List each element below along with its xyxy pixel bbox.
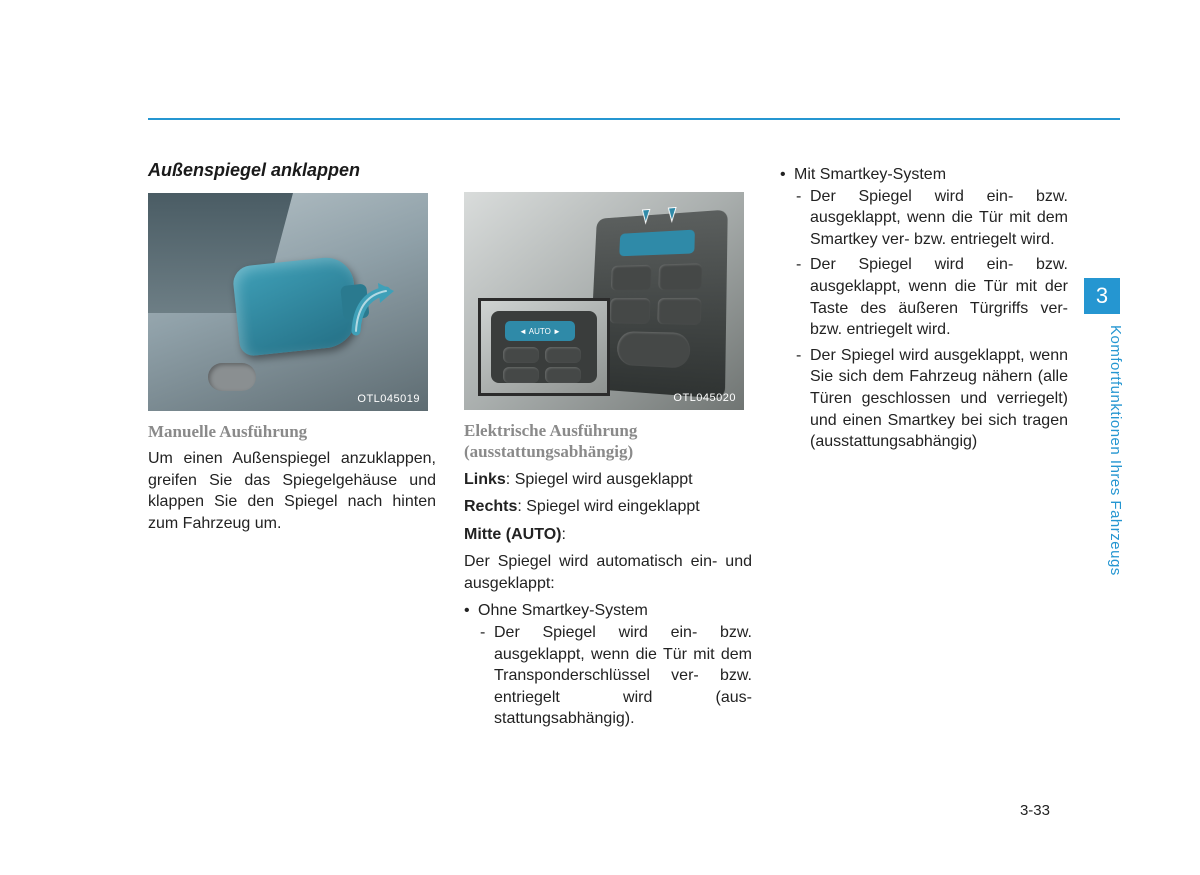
bullet-list: Mit Smartkey-System Der Spiegel wird ein… (780, 164, 1068, 453)
page-number: 3-33 (1020, 802, 1050, 819)
inset-button (545, 367, 581, 383)
body-paragraph: Um einen Außenspiegel anzu­klappen, grei… (148, 448, 436, 534)
text-links: : Spiegel wird ausgeklappt (506, 471, 693, 488)
panel-button (658, 263, 702, 290)
chapter-tab: 3 (1084, 278, 1120, 314)
figure-inset: ◄ AUTO ► (478, 298, 610, 396)
section-title: Außenspiegel anklappen (148, 160, 436, 181)
figure-label: OTL045020 (673, 392, 736, 404)
inset-button (503, 367, 539, 383)
figure-mirror-shape (232, 255, 361, 357)
fold-arrow-icon (348, 281, 398, 341)
figure-door-handle (208, 363, 256, 391)
text-rechts: : Spiegel wird eingeklappt (517, 498, 699, 515)
bullet-list: Ohne Smartkey-System Der Spiegel wird ei… (464, 600, 752, 730)
inset-button (545, 347, 581, 363)
body-manual: Um einen Außenspiegel anzu­klappen, grei… (148, 448, 436, 534)
bullet-text: Ohne Smartkey-System (478, 602, 648, 619)
list-item: Der Spiegel wird ausgeklappt, wenn Sie s… (794, 345, 1068, 453)
label-mitte: Mitte (AUTO) (464, 526, 561, 543)
column-2: ◄ AUTO ► OTL045020 Elektrische Ausführun… (464, 160, 752, 734)
list-item: Der Spiegel wird ein- bzw. ausgeklappt, … (478, 622, 752, 730)
line-mitte: Mitte (AUTO): (464, 524, 752, 546)
figure-switch-panel: ◄ AUTO ► OTL045020 (464, 192, 744, 410)
text-mitte: : (561, 526, 565, 543)
press-arrows-icon (632, 203, 689, 239)
line-links: Links: Spiegel wird ausgeklappt (464, 469, 752, 491)
dash-list: Der Spiegel wird ein- bzw. ausgeklappt, … (794, 186, 1068, 453)
panel-button (657, 298, 701, 325)
line-rechts: Rechts: Spiegel wird eingeklappt (464, 496, 752, 518)
list-item: Ohne Smartkey-System Der Spiegel wird ei… (464, 600, 752, 730)
inset-auto-button: ◄ AUTO ► (505, 321, 575, 341)
inset-panel: ◄ AUTO ► (491, 311, 597, 383)
subhead-electric: Elektrische Ausführung (ausstattungsabhä… (464, 420, 752, 463)
chapter-side-label: Komfortfunktionen Ihres Fahrzeugs (1102, 325, 1124, 705)
auto-intro: Der Spiegel wird automatisch ein- und au… (464, 551, 752, 594)
content-area: Außenspiegel anklappen OTL045019 Manuell… (148, 160, 1068, 734)
list-item: Der Spiegel wird ein- bzw. ausgeklappt, … (794, 186, 1068, 251)
body-electric: Links: Spiegel wird ausgeklappt Rechts: … (464, 469, 752, 731)
dash-list: Der Spiegel wird ein- bzw. ausgeklappt, … (478, 622, 752, 730)
subhead-line: (ausstattungsabhängig) (464, 442, 633, 461)
list-item: Mit Smartkey-System Der Spiegel wird ein… (780, 164, 1068, 453)
figure-label: OTL045019 (357, 393, 420, 405)
inset-button (503, 347, 539, 363)
subhead-manual: Manuelle Ausführung (148, 421, 436, 442)
body-smartkey: Mit Smartkey-System Der Spiegel wird ein… (780, 164, 1068, 453)
panel-button (609, 298, 650, 324)
panel-button (611, 265, 652, 291)
list-item: Der Spiegel wird ein- bzw. ausgeklappt, … (794, 254, 1068, 340)
panel-dial (616, 331, 690, 368)
figure-mirror-fold: OTL045019 (148, 193, 428, 411)
header-rule (148, 118, 1120, 120)
label-rechts: Rechts (464, 498, 517, 515)
label-links: Links (464, 471, 506, 488)
bullet-text: Mit Smartkey-System (794, 166, 946, 183)
subhead-line: Elektrische Ausführung (464, 421, 637, 440)
column-1: Außenspiegel anklappen OTL045019 Manuell… (148, 160, 436, 734)
column-3: Mit Smartkey-System Der Spiegel wird ein… (780, 160, 1068, 734)
